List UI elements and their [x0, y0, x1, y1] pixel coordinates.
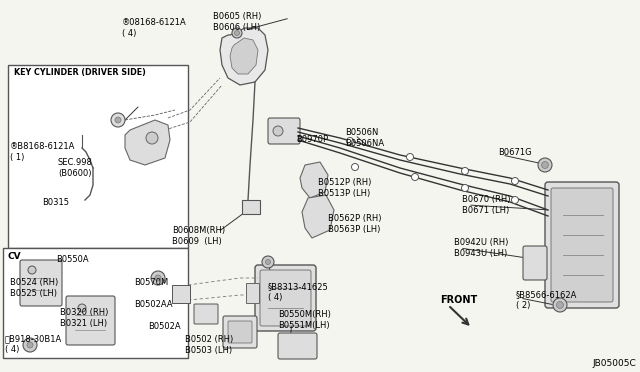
Text: B0605 (RH)
B0606 (LH): B0605 (RH) B0606 (LH) — [213, 12, 261, 32]
Circle shape — [538, 158, 552, 172]
Polygon shape — [300, 162, 328, 198]
Circle shape — [23, 338, 37, 352]
Circle shape — [146, 132, 158, 144]
Text: B0502AA: B0502AA — [134, 300, 173, 309]
Circle shape — [511, 177, 518, 185]
FancyBboxPatch shape — [268, 118, 300, 144]
Circle shape — [461, 167, 468, 174]
FancyBboxPatch shape — [66, 296, 115, 345]
Text: B0970P: B0970P — [296, 135, 328, 144]
FancyBboxPatch shape — [551, 188, 613, 302]
Circle shape — [27, 342, 33, 348]
Bar — [8, 65, 188, 248]
Circle shape — [234, 31, 239, 35]
Text: B0608M(RH)
B0609  (LH): B0608M(RH) B0609 (LH) — [172, 226, 225, 246]
Circle shape — [461, 185, 468, 192]
Text: B0506N
B0506NA: B0506N B0506NA — [345, 128, 384, 148]
Circle shape — [346, 138, 353, 144]
Text: ®B8168-6121A
( 1): ®B8168-6121A ( 1) — [10, 142, 76, 162]
Text: B0562P (RH)
B0563P (LH): B0562P (RH) B0563P (LH) — [328, 214, 381, 234]
Bar — [246, 283, 259, 303]
FancyBboxPatch shape — [194, 304, 218, 324]
Circle shape — [111, 113, 125, 127]
Text: KEY CYLINDER (DRIVER SIDE): KEY CYLINDER (DRIVER SIDE) — [14, 68, 146, 77]
Text: B0670 (RH)
B0671 (LH): B0670 (RH) B0671 (LH) — [462, 195, 511, 215]
Text: FRONT: FRONT — [440, 295, 477, 305]
Circle shape — [541, 161, 548, 169]
FancyBboxPatch shape — [223, 316, 257, 348]
Polygon shape — [125, 120, 170, 165]
Polygon shape — [302, 195, 334, 238]
Text: B0512P (RH)
B0513P (LH): B0512P (RH) B0513P (LH) — [318, 178, 371, 198]
Text: JB05005C: JB05005C — [592, 359, 636, 368]
Polygon shape — [230, 38, 258, 74]
Text: B0502A: B0502A — [148, 322, 180, 331]
FancyBboxPatch shape — [545, 182, 619, 308]
Text: B0671G: B0671G — [498, 148, 532, 157]
Circle shape — [351, 164, 358, 170]
Text: §B8313-41625
( 4): §B8313-41625 ( 4) — [268, 282, 329, 302]
Circle shape — [511, 196, 518, 203]
Text: B0502 (RH)
B0503 (LH): B0502 (RH) B0503 (LH) — [185, 335, 233, 355]
Text: B0942U (RH)
B0943U (LH): B0942U (RH) B0943U (LH) — [454, 238, 508, 258]
Text: B0320 (RH)
B0321 (LH): B0320 (RH) B0321 (LH) — [60, 308, 108, 328]
Text: SEC.998
(B0600): SEC.998 (B0600) — [58, 158, 93, 178]
Circle shape — [553, 298, 567, 312]
FancyBboxPatch shape — [260, 270, 311, 326]
Circle shape — [28, 266, 36, 274]
Circle shape — [115, 117, 121, 123]
Text: B0315: B0315 — [42, 198, 69, 207]
FancyBboxPatch shape — [228, 321, 252, 343]
Text: ⓓB918-30B1A
( 4): ⓓB918-30B1A ( 4) — [5, 334, 62, 354]
Polygon shape — [220, 28, 268, 85]
FancyBboxPatch shape — [255, 265, 316, 331]
FancyBboxPatch shape — [278, 333, 317, 359]
FancyBboxPatch shape — [20, 260, 62, 306]
Bar — [242, 200, 260, 214]
Text: §B8566-6162A
( 2): §B8566-6162A ( 2) — [516, 290, 577, 310]
Text: ®08168-6121A
( 4): ®08168-6121A ( 4) — [122, 18, 187, 38]
Text: B0550M(RH)
B0551M(LH): B0550M(RH) B0551M(LH) — [278, 310, 331, 330]
Circle shape — [266, 260, 271, 264]
Circle shape — [406, 154, 413, 160]
Circle shape — [273, 126, 283, 136]
Circle shape — [151, 271, 165, 285]
Circle shape — [78, 304, 86, 312]
FancyBboxPatch shape — [523, 246, 547, 280]
Circle shape — [232, 28, 242, 38]
Text: B0524 (RH)
B0525 (LH): B0524 (RH) B0525 (LH) — [10, 278, 58, 298]
Text: B0570M: B0570M — [134, 278, 168, 287]
Circle shape — [412, 173, 419, 180]
Text: B0550A: B0550A — [56, 255, 88, 264]
Circle shape — [155, 275, 161, 281]
Bar — [172, 285, 190, 303]
Circle shape — [557, 301, 563, 308]
Circle shape — [262, 256, 274, 268]
Bar — [3, 248, 188, 358]
Text: CV: CV — [8, 252, 22, 261]
